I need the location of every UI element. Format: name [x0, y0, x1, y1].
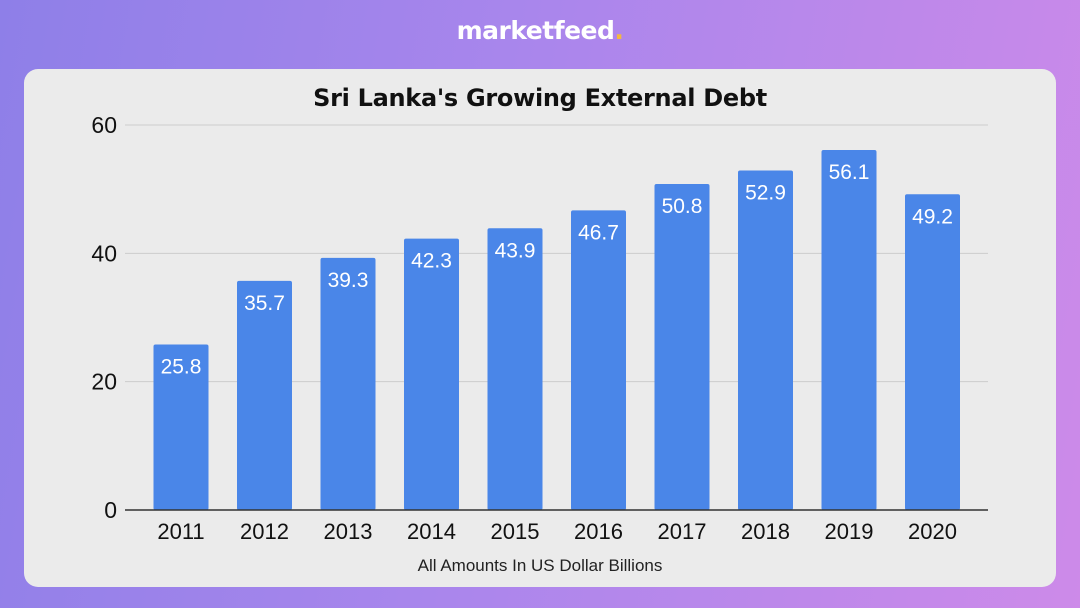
- bar-value-label: 35.7: [244, 292, 285, 315]
- bars: [153, 150, 960, 511]
- bar-value-label: 46.7: [578, 221, 619, 244]
- bar-2011: [153, 344, 209, 510]
- bar-2016: [571, 210, 626, 510]
- x-tick-label: 2017: [658, 519, 707, 544]
- bar-value-label: 49.2: [912, 205, 953, 228]
- x-tick-label: 2014: [407, 519, 456, 544]
- x-tick-label: 2018: [741, 519, 790, 544]
- bar-value-label: 52.9: [745, 182, 786, 205]
- x-tick-label: 2020: [908, 519, 957, 544]
- x-tick-label: 2015: [491, 519, 540, 544]
- y-tick-label: 40: [91, 240, 117, 266]
- bar-2014: [404, 238, 459, 510]
- bar-2019: [821, 150, 877, 510]
- bar-2013: [320, 257, 376, 510]
- brand-name: marketfeed: [456, 16, 615, 45]
- bar-2018: [738, 170, 793, 510]
- bar-2012: [237, 280, 292, 510]
- y-tick-label: 0: [104, 497, 117, 523]
- x-tick-label: 2012: [240, 519, 289, 544]
- y-tick-label: 20: [91, 369, 117, 395]
- x-tick-label: 2019: [825, 519, 874, 544]
- bar-2015: [487, 228, 543, 510]
- bar-2017: [654, 184, 710, 511]
- bar-2020: [905, 194, 960, 511]
- brand-dot: .: [614, 16, 624, 45]
- chart-title: Sri Lanka's Growing External Debt: [313, 84, 767, 112]
- bar-value-label: 50.8: [662, 195, 703, 218]
- y-axis-ticks: 0 20 40 60: [91, 112, 117, 523]
- bar-value-label: 43.9: [495, 239, 536, 262]
- bar-value-label: 56.1: [829, 161, 870, 184]
- bar-value-label: 25.8: [161, 355, 202, 378]
- x-axis-label: All Amounts In US Dollar Billions: [417, 556, 663, 575]
- x-tick-label: 2013: [324, 519, 373, 544]
- y-tick-label: 60: [91, 112, 117, 138]
- x-tick-label: 2011: [157, 519, 204, 544]
- bar-value-label: 42.3: [411, 250, 452, 273]
- bar-value-label: 39.3: [328, 269, 369, 292]
- brand-logo: marketfeed.: [0, 16, 1080, 45]
- bar-value-labels: 25.8 35.7 39.3 42.3 43.9 46.7 50.8 52.9 56.1 49.2: [161, 161, 953, 378]
- x-axis-ticks: 2011 2012 2013 2014 2015 2016 2017 2018 2019 2020: [157, 519, 957, 544]
- x-tick-label: 2016: [574, 519, 623, 544]
